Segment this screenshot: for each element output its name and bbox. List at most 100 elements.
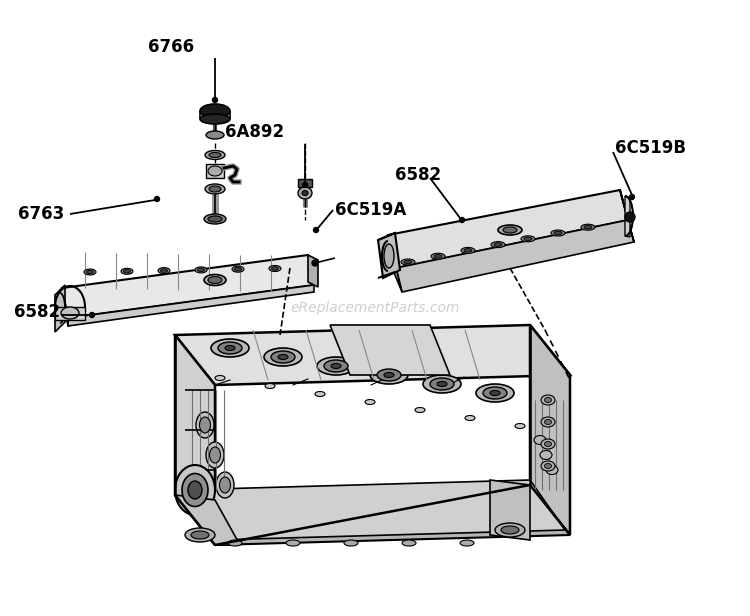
Ellipse shape xyxy=(541,417,555,427)
Ellipse shape xyxy=(498,225,522,235)
Ellipse shape xyxy=(200,104,230,118)
Polygon shape xyxy=(62,288,68,326)
Ellipse shape xyxy=(195,267,207,273)
Ellipse shape xyxy=(554,231,562,235)
Circle shape xyxy=(212,97,217,102)
Polygon shape xyxy=(330,325,450,375)
Ellipse shape xyxy=(544,397,551,402)
Ellipse shape xyxy=(191,531,209,539)
Ellipse shape xyxy=(272,267,278,270)
Ellipse shape xyxy=(431,253,445,259)
Ellipse shape xyxy=(515,424,525,429)
Ellipse shape xyxy=(317,357,355,375)
Ellipse shape xyxy=(182,474,208,506)
Polygon shape xyxy=(620,190,634,242)
Ellipse shape xyxy=(377,369,401,381)
Ellipse shape xyxy=(495,523,525,537)
Ellipse shape xyxy=(430,378,454,390)
Ellipse shape xyxy=(544,442,551,447)
Ellipse shape xyxy=(209,447,220,463)
Circle shape xyxy=(314,227,319,232)
Polygon shape xyxy=(378,233,400,278)
Polygon shape xyxy=(530,325,570,535)
Ellipse shape xyxy=(331,363,341,368)
Ellipse shape xyxy=(286,540,300,546)
Circle shape xyxy=(460,217,464,222)
Ellipse shape xyxy=(384,244,394,268)
Polygon shape xyxy=(308,255,318,287)
Ellipse shape xyxy=(384,373,394,378)
Ellipse shape xyxy=(404,260,412,264)
Ellipse shape xyxy=(209,153,221,158)
Ellipse shape xyxy=(344,540,358,546)
Text: 6766: 6766 xyxy=(148,38,194,56)
Text: eReplacementParts.com: eReplacementParts.com xyxy=(290,301,460,315)
Ellipse shape xyxy=(315,392,325,397)
Polygon shape xyxy=(68,285,314,326)
Ellipse shape xyxy=(121,269,133,274)
Ellipse shape xyxy=(460,540,474,546)
Circle shape xyxy=(154,197,160,201)
Ellipse shape xyxy=(204,214,226,224)
Ellipse shape xyxy=(324,360,348,372)
Ellipse shape xyxy=(205,150,225,160)
Text: 6C519B: 6C519B xyxy=(615,139,686,157)
Ellipse shape xyxy=(476,384,514,402)
Ellipse shape xyxy=(524,237,532,241)
Ellipse shape xyxy=(491,241,505,248)
Ellipse shape xyxy=(544,419,551,424)
Text: 6A892: 6A892 xyxy=(225,123,284,141)
Ellipse shape xyxy=(206,442,224,468)
Ellipse shape xyxy=(584,225,592,229)
Polygon shape xyxy=(388,235,402,292)
Ellipse shape xyxy=(84,269,96,275)
Ellipse shape xyxy=(541,461,555,471)
Ellipse shape xyxy=(365,400,375,405)
Polygon shape xyxy=(55,285,65,332)
Ellipse shape xyxy=(278,354,288,360)
Polygon shape xyxy=(55,307,85,320)
Ellipse shape xyxy=(370,366,408,384)
Circle shape xyxy=(302,182,307,187)
Polygon shape xyxy=(206,164,224,178)
Ellipse shape xyxy=(269,265,281,272)
Ellipse shape xyxy=(200,417,211,433)
Ellipse shape xyxy=(225,346,235,351)
Ellipse shape xyxy=(124,270,130,273)
Ellipse shape xyxy=(218,342,242,354)
Ellipse shape xyxy=(541,439,555,449)
Polygon shape xyxy=(175,495,240,545)
Text: 6582: 6582 xyxy=(395,166,441,184)
Ellipse shape xyxy=(232,266,244,272)
Ellipse shape xyxy=(196,412,214,438)
Polygon shape xyxy=(625,196,630,237)
Ellipse shape xyxy=(208,216,222,222)
Ellipse shape xyxy=(501,526,519,534)
Ellipse shape xyxy=(215,376,225,381)
Ellipse shape xyxy=(200,114,230,124)
Ellipse shape xyxy=(271,351,295,363)
Ellipse shape xyxy=(540,450,552,460)
Circle shape xyxy=(312,260,318,266)
Ellipse shape xyxy=(208,166,222,176)
Ellipse shape xyxy=(205,184,225,194)
Ellipse shape xyxy=(160,269,167,272)
Polygon shape xyxy=(175,325,570,385)
Ellipse shape xyxy=(490,391,500,395)
Ellipse shape xyxy=(534,436,546,445)
Ellipse shape xyxy=(209,186,221,192)
Ellipse shape xyxy=(437,381,447,386)
Ellipse shape xyxy=(185,528,215,542)
Ellipse shape xyxy=(204,275,226,285)
Text: 6582: 6582 xyxy=(14,303,60,321)
Text: 6763: 6763 xyxy=(18,205,64,223)
Ellipse shape xyxy=(461,248,475,253)
Ellipse shape xyxy=(208,277,222,283)
Ellipse shape xyxy=(483,387,507,399)
Text: 6C519A: 6C519A xyxy=(335,201,406,219)
Circle shape xyxy=(89,312,94,317)
Ellipse shape xyxy=(494,243,502,246)
Ellipse shape xyxy=(544,463,551,469)
Ellipse shape xyxy=(546,466,558,474)
Ellipse shape xyxy=(188,481,202,499)
